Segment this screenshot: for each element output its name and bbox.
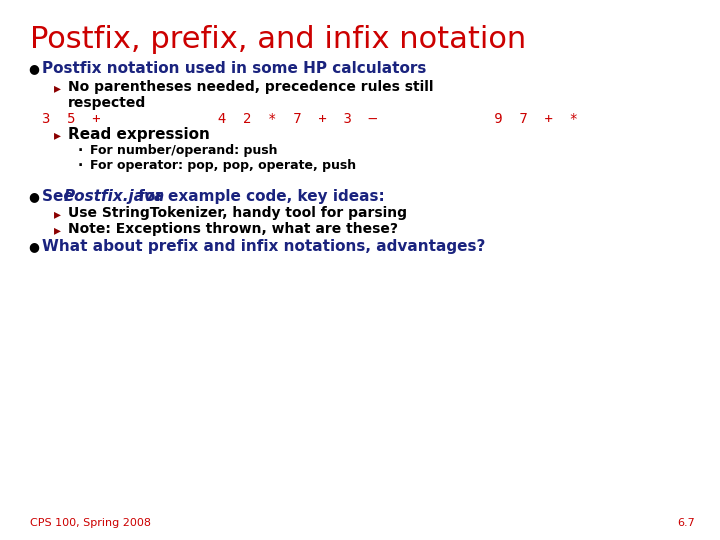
Text: 6.7: 6.7 — [678, 518, 695, 528]
Text: No parentheses needed, precedence rules still: No parentheses needed, precedence rules … — [68, 80, 433, 94]
Text: Postfix, prefix, and infix notation: Postfix, prefix, and infix notation — [30, 25, 526, 54]
Text: Postfix notation used in some HP calculators: Postfix notation used in some HP calcula… — [42, 61, 426, 76]
Text: ▸: ▸ — [54, 81, 61, 95]
Text: For number/operand: push: For number/operand: push — [90, 144, 277, 157]
Text: ▸: ▸ — [54, 223, 61, 237]
Text: ▸: ▸ — [54, 207, 61, 221]
Text: Use StringTokenizer, handy tool for parsing: Use StringTokenizer, handy tool for pars… — [68, 206, 407, 220]
Text: ·: · — [78, 144, 84, 158]
Text: ·: · — [78, 159, 84, 173]
Text: Postfix.java: Postfix.java — [64, 189, 166, 204]
Text: respected: respected — [68, 96, 146, 110]
Text: for example code, key ideas:: for example code, key ideas: — [133, 189, 384, 204]
Text: ▸: ▸ — [54, 128, 61, 142]
Text: ●: ● — [28, 240, 39, 253]
Text: CPS 100, Spring 2008: CPS 100, Spring 2008 — [30, 518, 151, 528]
Text: Note: Exceptions thrown, what are these?: Note: Exceptions thrown, what are these? — [68, 222, 398, 236]
Text: 3  5  +              4  2  *  7  +  3  –              9  7  +  *: 3 5 + 4 2 * 7 + 3 – 9 7 + * — [42, 112, 578, 126]
Text: For operator: pop, pop, operate, push: For operator: pop, pop, operate, push — [90, 159, 356, 172]
Text: See: See — [42, 189, 79, 204]
Text: What about prefix and infix notations, advantages?: What about prefix and infix notations, a… — [42, 239, 485, 254]
Text: Read expression: Read expression — [68, 127, 210, 142]
Text: ●: ● — [28, 190, 39, 203]
Text: ●: ● — [28, 62, 39, 75]
